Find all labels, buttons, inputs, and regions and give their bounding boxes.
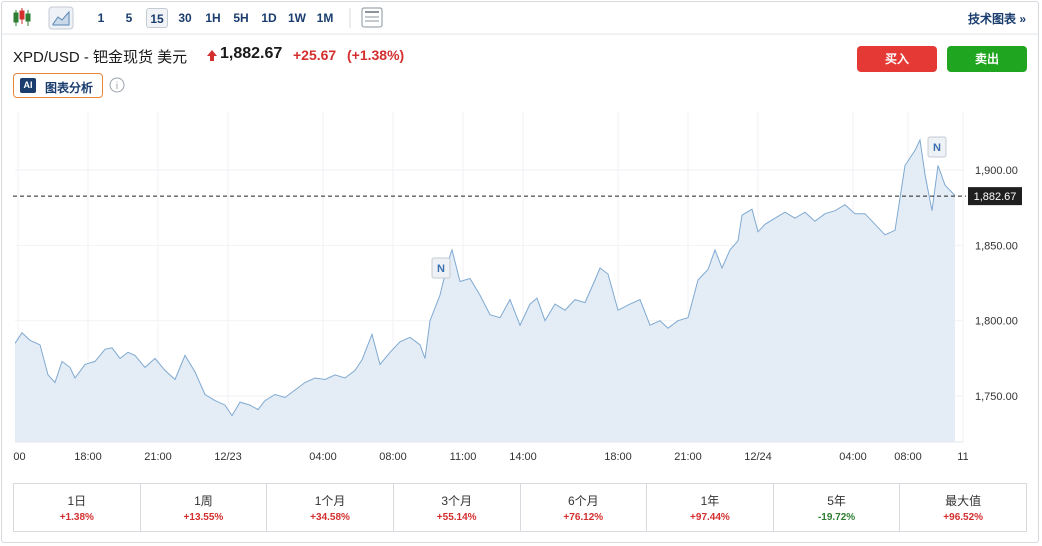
x-tick-label: 11 — [957, 451, 968, 463]
price-line — [15, 138, 956, 417]
area-icon[interactable] — [48, 6, 74, 30]
technical-link[interactable]: 技术图表 » — [967, 12, 1026, 26]
interval-button[interactable]: 1H — [205, 11, 221, 25]
plot — [15, 138, 956, 442]
toolbar-icons: i — [2, 6, 1039, 93]
period-change: +55.14% — [436, 512, 477, 523]
x-tick-label: 21:00 — [674, 451, 702, 463]
period-change: +34.58% — [310, 512, 350, 523]
performance-cell[interactable]: 6个月 +76.12% — [521, 484, 648, 531]
interval-button[interactable]: 1D — [261, 11, 277, 25]
news-marker-label: N — [437, 263, 445, 275]
candle-icon[interactable] — [13, 8, 31, 26]
period: 3个月 — [441, 494, 473, 508]
period: 最大值 — [945, 494, 982, 508]
interval-button[interactable]: 30 — [178, 11, 192, 25]
performance-cell[interactable]: 5年 -19.72% — [774, 484, 901, 531]
instrument-title: XPD/USD - 钯金现货 美元 — [13, 49, 188, 66]
x-tick-label: 21:00 — [144, 451, 172, 463]
ai-analysis[interactable]: AI 图表分析 — [13, 73, 103, 98]
performance-cell[interactable]: 1个月 +34.58% — [267, 484, 394, 531]
interval-button[interactable]: 15 — [146, 8, 168, 28]
interval-button[interactable]: 1W — [288, 11, 306, 25]
x-tick-label: 04:00 — [839, 451, 867, 463]
x-tick-label: 08:00 — [379, 451, 407, 463]
up-arrow — [207, 50, 217, 61]
last-price-label: 1,882.67 — [974, 191, 1017, 203]
ai-label: 图表分析 — [45, 81, 94, 95]
y-tick-label: 1,750.00 — [975, 391, 1018, 403]
period: 1个月 — [314, 494, 346, 508]
info-glyph: i — [116, 81, 118, 92]
ai-badge: AI — [20, 78, 36, 93]
news-marker-label: N — [933, 142, 941, 154]
period-change: +96.52% — [943, 512, 984, 523]
period: 1日 — [67, 494, 87, 508]
period-change: +1.38% — [59, 512, 94, 523]
period-change: -19.72% — [817, 512, 856, 523]
interval-button[interactable]: 5H — [233, 11, 249, 25]
performance-table: 1日 +1.38% 1周 +13.55% 1个月 +34.58% 3个月 +55.14% 6个月… — [13, 483, 1027, 532]
performance-cell[interactable]: 3个月 +55.14% — [394, 484, 521, 531]
period-change: +13.55% — [183, 512, 224, 523]
period: 1周 — [194, 494, 213, 508]
period: 6个月 — [567, 494, 599, 508]
news-marker[interactable] — [927, 136, 947, 158]
period: 5年 — [827, 494, 846, 508]
performance-cell[interactable]: 1年 +97.44% — [647, 484, 774, 531]
x-tick-label: 08:00 — [894, 451, 922, 463]
x-tick-label: 12/24 — [744, 451, 772, 463]
price: 1,882.67 — [220, 45, 283, 62]
x-tick-label: 14:00 — [509, 451, 537, 463]
y-tick-label: 1,900.00 — [975, 165, 1018, 177]
period-change: +97.44% — [690, 512, 730, 523]
last-price-box — [968, 187, 1022, 206]
info-icon[interactable] — [109, 77, 125, 93]
performance-cell[interactable]: 1日 +1.38% — [14, 484, 141, 531]
x-tick-label: 18:00 — [604, 451, 632, 463]
layout-icon[interactable] — [361, 7, 383, 28]
x-tick-label: 04:00 — [309, 451, 337, 463]
chart: i 1,750.00 1,800.00 1,850.00 1,900.00 :00 18:… — [2, 6, 1039, 463]
change: +25.67 — [293, 47, 337, 63]
y-tick-label: 1,850.00 — [975, 240, 1018, 252]
change-pct: (+1.38%) — [347, 47, 405, 63]
x-tick-label: 18:00 — [74, 451, 102, 463]
interval-button[interactable]: 5 — [125, 11, 133, 25]
buy-button[interactable]: 买入 — [857, 46, 937, 72]
x-tick-label: 11:00 — [450, 451, 477, 463]
news-marker[interactable] — [431, 257, 451, 279]
interval-button[interactable]: 1M — [316, 11, 334, 25]
x-tick-label: 12/23 — [214, 451, 242, 463]
period: 1年 — [700, 494, 720, 508]
interval-button[interactable]: 1 — [97, 11, 105, 25]
period-change: +76.12% — [563, 512, 604, 523]
x-tick-labels: :00 18:00 21:00 12/23 04:00 08:00 11:00 14:00 18… — [10, 451, 968, 463]
area — [15, 139, 955, 442]
performance-cell[interactable]: 最大值 +96.52% — [900, 484, 1026, 531]
y-tick-label: 1,800.00 — [975, 316, 1018, 328]
x-tick-label: :00 — [10, 451, 25, 463]
performance-cell[interactable]: 1周 +13.55% — [141, 484, 268, 531]
sell-button[interactable]: 卖出 — [947, 46, 1027, 72]
